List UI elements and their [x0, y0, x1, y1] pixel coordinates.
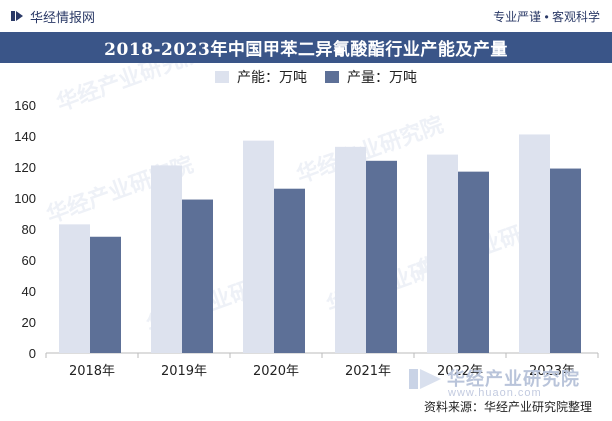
y-tick-label: 0	[29, 346, 36, 361]
bar-capacity	[151, 165, 182, 353]
bar-capacity	[243, 141, 274, 353]
bar-output	[274, 189, 305, 353]
bar-output	[90, 237, 121, 353]
x-tick-label: 2019年	[161, 364, 207, 379]
brand-name: 华经情报网	[30, 7, 95, 26]
y-tick-label: 160	[14, 98, 36, 113]
y-tick-label: 100	[14, 191, 36, 206]
chart-title: 2018-2023年中国甲苯二异氰酸酯行业产能及产量	[104, 35, 508, 60]
bar-capacity	[335, 147, 366, 353]
brand: 华经情报网	[10, 7, 95, 25]
legend-swatch	[215, 71, 229, 83]
bar-capacity	[519, 134, 550, 353]
y-tick-label: 20	[22, 315, 36, 330]
legend-label: 产能：万吨	[237, 70, 307, 86]
bar-output	[550, 169, 581, 353]
bar-output	[458, 172, 489, 353]
tagline: 专业严谨 • 客观科学	[493, 8, 600, 25]
y-tick-label: 140	[14, 129, 36, 144]
y-tick-label: 60	[22, 253, 36, 268]
x-tick-label: 2018年	[69, 364, 115, 379]
bar-capacity	[59, 224, 90, 353]
title-bar: 2018-2023年中国甲苯二异氰酸酯行业产能及产量	[0, 32, 612, 63]
background-watermark: 华经产业研究院	[53, 63, 207, 117]
watermark-logo-icon	[407, 365, 443, 391]
source-note: 资料来源：华经产业研究院整理	[424, 398, 592, 415]
x-tick-label: 2020年	[253, 364, 299, 379]
y-tick-label: 80	[22, 222, 36, 237]
bar-capacity	[427, 155, 458, 353]
y-tick-label: 40	[22, 284, 36, 299]
x-tick-label: 2021年	[345, 364, 391, 379]
y-tick-label: 120	[14, 160, 36, 175]
bar-output	[366, 161, 397, 353]
legend-label: 产量：万吨	[347, 70, 417, 86]
top-bar: 华经情报网 专业严谨 • 客观科学	[0, 0, 612, 32]
legend-swatch	[325, 71, 339, 83]
bar-output	[182, 200, 213, 353]
brand-logo-icon	[10, 9, 24, 23]
